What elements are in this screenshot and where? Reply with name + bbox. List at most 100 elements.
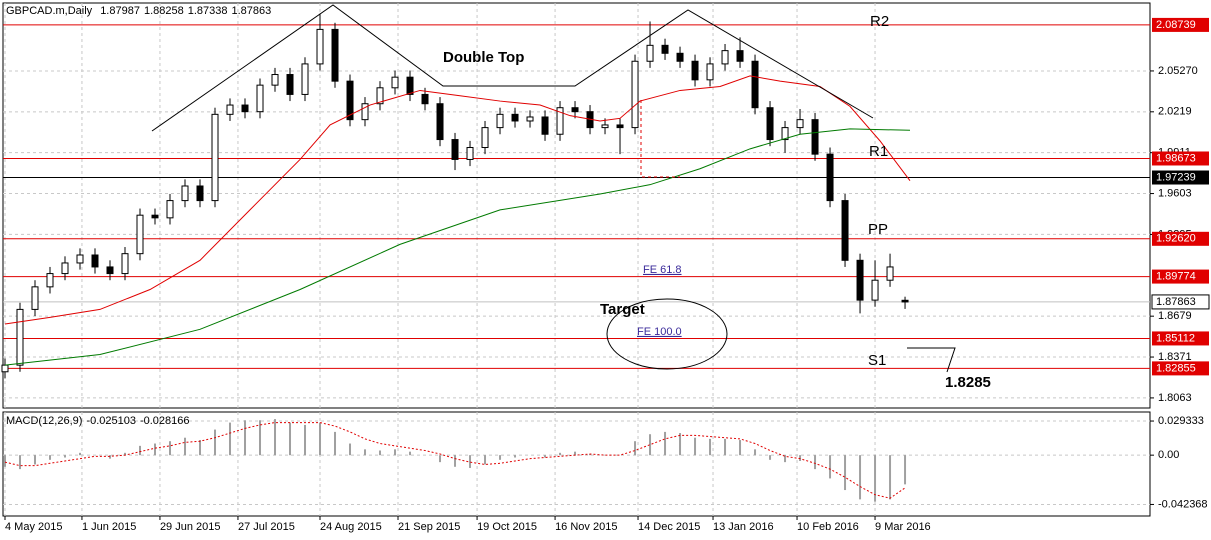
candle-body — [136, 214, 144, 255]
target-ellipse — [606, 298, 728, 370]
macd-bar — [259, 420, 262, 456]
macd-bar — [799, 455, 802, 461]
macd-bar — [124, 452, 127, 456]
macd-bar — [649, 434, 652, 456]
y-tick-label: 0.029333 — [1158, 415, 1204, 427]
y-tick-label: 2.05270 — [1158, 65, 1198, 77]
macd-bar — [18, 455, 21, 470]
r2-label: R2 — [870, 13, 889, 30]
double-top-label: Double Top — [443, 49, 524, 66]
target-price-label: 1.8285 — [945, 374, 991, 391]
candle-body — [751, 60, 759, 109]
candle-body — [496, 113, 504, 129]
candle-body — [76, 254, 84, 264]
level-box — [1152, 231, 1209, 246]
candle-body — [481, 127, 489, 149]
price-box — [1151, 294, 1210, 310]
x-tick-label: 14 Dec 2015 — [638, 521, 700, 533]
macd-bar — [544, 455, 547, 458]
macd-last: -0.025103 — [86, 415, 136, 427]
y-tick-label: 1.8371 — [1158, 351, 1192, 363]
candle-body — [106, 266, 114, 275]
candle-body — [46, 273, 54, 288]
macd-header: MACD(12,26,9) -0.025103 -0.028166 — [6, 415, 190, 427]
level-label: 1.89774 — [1156, 270, 1196, 282]
candle-body — [241, 104, 249, 113]
last-open: 1.87987 — [100, 5, 140, 17]
macd-bar — [409, 451, 412, 456]
macd-bar — [724, 438, 727, 456]
macd-bar — [304, 424, 307, 456]
macd-bar — [454, 455, 457, 467]
candle-body — [361, 103, 369, 121]
macd-bar — [889, 455, 892, 500]
candle-body — [61, 262, 69, 275]
candle-body — [616, 124, 624, 129]
r1-label: R1 — [869, 143, 888, 160]
candle-body — [601, 124, 609, 129]
macd-bar — [589, 453, 592, 456]
y-tick-label: 1.9603 — [1158, 187, 1192, 199]
level-box — [1152, 151, 1209, 166]
x-tick-label: 24 Aug 2015 — [320, 521, 382, 533]
macd-bar — [78, 452, 81, 456]
candle-body — [541, 116, 549, 135]
macd-bar — [634, 441, 637, 456]
macd-bar — [274, 419, 277, 456]
moving-average — [4, 128, 910, 366]
macd-bar — [679, 433, 682, 456]
level-box — [1152, 361, 1209, 376]
x-tick-label: 10 Feb 2016 — [797, 521, 859, 533]
candle-body — [256, 84, 264, 113]
candle-body — [721, 50, 729, 65]
candle-body — [766, 107, 774, 141]
symbol: GBPCAD.m,Daily — [6, 5, 93, 17]
macd-bar — [364, 449, 367, 456]
candle-body — [676, 52, 684, 62]
candle-body — [91, 254, 99, 268]
candle-body — [406, 76, 414, 95]
x-tick-label: 4 May 2015 — [5, 521, 62, 533]
candle-body — [376, 87, 384, 105]
target-label: Target — [600, 301, 645, 318]
marks — [1, 13, 1150, 502]
macd-bar — [499, 455, 502, 460]
macd-bar — [739, 440, 742, 456]
y-tick-label: 1.8063 — [1158, 392, 1192, 404]
x-tick-label: 21 Sep 2015 — [398, 521, 460, 533]
candle-body — [556, 107, 564, 135]
level-box — [1152, 269, 1209, 284]
candle-body — [706, 63, 714, 81]
macd-bar — [63, 455, 66, 458]
candle-body — [691, 60, 699, 81]
grid — [3, 3, 1150, 516]
candle-body — [826, 153, 834, 202]
candle-body — [811, 119, 819, 155]
candle-body — [181, 185, 189, 202]
macd-panel — [2, 411, 1151, 517]
fe-618-label: FE 61.8 — [643, 264, 682, 276]
level-label: 1.82855 — [1156, 362, 1196, 374]
macd-bar — [559, 452, 562, 456]
candle-body — [511, 113, 519, 122]
x-tick-label: 9 Mar 2016 — [875, 521, 931, 533]
candle-body — [886, 266, 894, 281]
candle-body — [571, 107, 579, 113]
candle-body — [856, 259, 864, 301]
macd-bar — [3, 455, 6, 467]
x-tick-label: 16 Nov 2015 — [555, 521, 617, 533]
candle-body — [421, 93, 429, 105]
macd-bar — [664, 431, 667, 456]
macd-bar — [394, 449, 397, 456]
candle-body — [31, 286, 39, 310]
level-box — [1152, 170, 1209, 185]
macd-bar — [244, 420, 247, 456]
candle-body — [631, 60, 639, 129]
moving-average — [4, 75, 911, 325]
candle-body — [196, 185, 204, 202]
macd-bar — [784, 455, 787, 463]
candle-body — [451, 139, 459, 160]
macd-bar — [349, 443, 352, 456]
candle-body — [346, 80, 354, 121]
macd-signal — [4, 422, 906, 499]
